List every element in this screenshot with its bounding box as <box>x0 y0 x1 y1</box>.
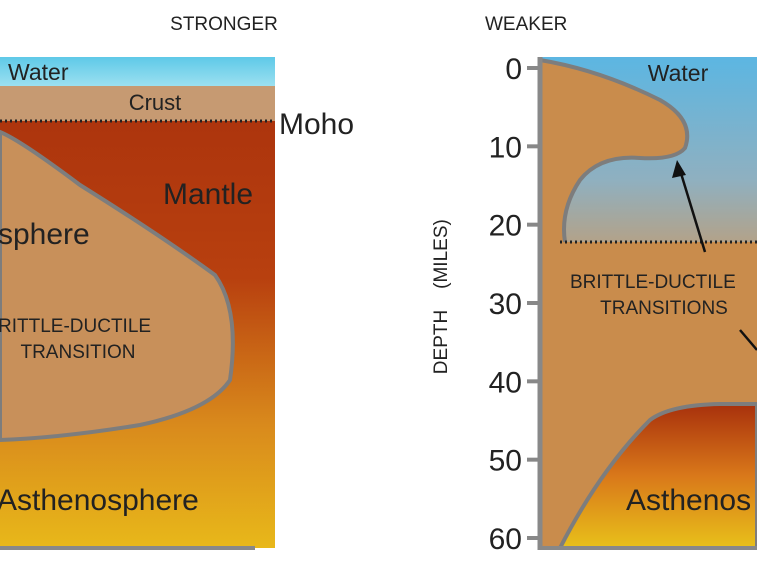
tick-label: 60 <box>489 523 522 556</box>
panel-title: STRONGER <box>170 14 278 35</box>
transition-label: TRANSITION <box>20 342 135 363</box>
axis-title-main: DEPTH <box>431 310 452 374</box>
arrowhead <box>672 160 686 178</box>
upper-transition <box>539 58 690 243</box>
axis-title: DEPTH (MILES) <box>431 219 452 374</box>
transition-label: TRANSITIONS <box>600 298 728 319</box>
tick-label: 40 <box>489 366 522 399</box>
mantle-label: Mantle <box>163 178 253 211</box>
lithosphere-label: sphere <box>0 218 90 251</box>
asthenosphere-blob <box>556 402 757 550</box>
crust-label: Crust <box>129 90 182 115</box>
tick-label: 10 <box>489 131 522 164</box>
asthenosphere-label: Asthenos <box>626 484 751 517</box>
left-panel: STRONGER Water Crust Moho Mantle sphere … <box>0 14 354 550</box>
axis-title-unit: (MILES) <box>431 219 452 289</box>
tick-label: 50 <box>489 445 522 478</box>
tick-label: 30 <box>489 288 522 321</box>
tick-label: 0 <box>505 53 522 86</box>
ticks: 0 10 20 30 40 50 60 <box>489 53 540 556</box>
panel-title: WEAKER <box>485 14 567 35</box>
moho-label: Moho <box>279 108 354 141</box>
lithosphere-blob <box>0 129 235 443</box>
transition-label: BRITTLE-DUCTILE <box>570 272 736 293</box>
arrow <box>739 329 757 351</box>
water-label: Water <box>648 60 709 86</box>
crust-layer <box>0 86 275 121</box>
tick-label: 20 <box>489 210 522 243</box>
arrow <box>678 169 707 253</box>
right-panel: WEAKER Water BRITTLE-DUCTILE TRANSITIONS… <box>431 14 757 556</box>
water-layer <box>0 57 275 86</box>
transition-label: RITTLE-DUCTILE <box>0 316 151 337</box>
water-label: Water <box>8 59 69 85</box>
asthenosphere-label: Asthenosphere <box>0 484 199 517</box>
